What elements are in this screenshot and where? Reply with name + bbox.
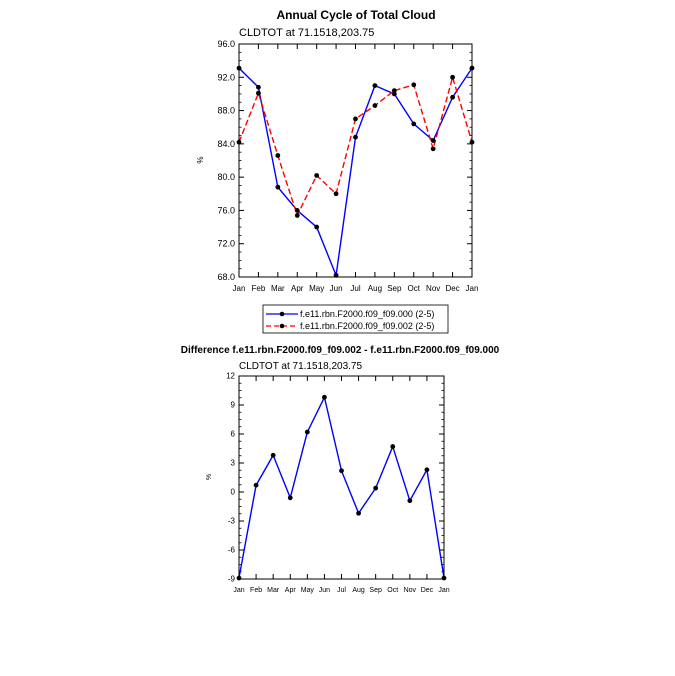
c1-xtick-label-9: Oct (408, 284, 421, 293)
c2-ytick-label-3: 0 (231, 488, 236, 497)
legend-marker-002 (279, 323, 285, 329)
c2-xtick-label-11: Dec (421, 587, 434, 594)
c1-series-1-point-7 (372, 103, 378, 108)
chart-annual-cycle: Annual Cycle of Total Cloud CLDTOT at 71… (196, 8, 478, 293)
c1-xtick-label-6: Jul (350, 284, 360, 293)
c2-series-0-point-2 (270, 452, 276, 458)
c2-series-0-point-5 (322, 394, 327, 400)
c2-xtick-label-1: Feb (250, 587, 262, 594)
c1-series-1-point-3 (294, 213, 300, 218)
c2-series-0-point-11 (424, 467, 430, 473)
chart2-title: Difference f.e11.rbn.F2000.f09_f09.002 -… (181, 345, 500, 356)
c2-series-0-point-7 (356, 510, 361, 516)
c1-series-0-point-1 (256, 84, 261, 90)
c1-ytick-label-1: 72.0 (217, 239, 235, 249)
chart1-subtitle: CLDTOT at 71.1518,203.75 (239, 27, 374, 39)
c2-xtick-label-6: Jul (337, 587, 346, 594)
c1-series-1-point-1 (256, 90, 261, 96)
c1-ytick-label-0: 68.0 (217, 272, 235, 282)
chart2-subtitle: CLDTOT at 71.1518,203.75 (239, 361, 362, 372)
c2-series-0-point-9 (390, 444, 396, 449)
c1-series-line-0 (238, 67, 473, 277)
c1-series-0-point-8 (391, 91, 397, 97)
chart2-marks: -9 -6 -3 0 3 6 9 12 Jan Feb Mar Apr May Jun Jul Aug Sep O… (226, 372, 450, 594)
c1-xtick-label-1: Feb (252, 284, 266, 293)
c2-series-0-point-4 (304, 429, 310, 435)
c1-xtick-label-11: Dec (445, 284, 459, 293)
c1-series-1-point-9 (411, 82, 417, 88)
legend-marker-000 (279, 311, 285, 317)
c1-xtick-label-10: Nov (426, 284, 440, 293)
c2-xtick-label-0: Jan (233, 587, 244, 594)
c1-xtick-label-0: Jan (233, 284, 246, 293)
c2-xtick-label-10: Nov (404, 587, 417, 594)
c2-ytick-label-5: 6 (231, 430, 236, 439)
c2-xtick-label-5: Jun (319, 587, 330, 594)
c1-xtick-label-3: Apr (291, 284, 304, 293)
c2-xtick-label-3: Apr (285, 587, 297, 594)
c2-xtick-label-12: Jan (438, 587, 449, 594)
c2-series-0-point-6 (339, 468, 344, 474)
chart1-frame (238, 43, 473, 278)
c1-series-1-point-11 (450, 74, 455, 80)
legend-label-000: f.e11.rbn.F2000.f09_f09.000 (2-5) (300, 309, 434, 319)
c2-ytick-label-0: -9 (228, 575, 236, 584)
c1-series-1-point-4 (314, 173, 320, 178)
c1-series-0-point-7 (372, 83, 378, 89)
c1-xtick-label-5: Jun (330, 284, 343, 293)
c2-xtick-label-9: Oct (387, 587, 398, 594)
chart1-ylabel: % (196, 156, 205, 163)
c2-series-0-point-8 (373, 485, 379, 491)
c1-ytick-label-5: 88.0 (217, 106, 235, 116)
c1-series-line-1 (238, 76, 473, 217)
legend-label-002: f.e11.rbn.F2000.f09_f09.002 (2-5) (300, 321, 434, 331)
c1-series-0-point-3 (294, 208, 300, 213)
c1-series-1-point-5 (333, 191, 339, 197)
c1-series-1-point-6 (353, 116, 358, 122)
c2-xtick-label-2: Mar (267, 587, 280, 594)
c1-xtick-label-8: Sep (387, 284, 402, 293)
c1-ytick-label-2: 76.0 (217, 205, 235, 215)
c1-series-1-point-2 (275, 153, 281, 158)
c1-series-0-point-6 (353, 134, 358, 140)
c2-ytick-label-6: 9 (231, 401, 236, 410)
chart1-marks: 68.0 72.0 76.0 80.0 84.0 88.0 92.0 96.0 Jan Feb Ma… (217, 39, 478, 293)
c1-series-0-point-2 (275, 184, 281, 190)
chart1-legend: f.e11.rbn.F2000.f09_f09.000 (2-5) f.e11.… (262, 304, 449, 334)
c2-ytick-label-2: -3 (228, 517, 236, 526)
c1-series-1-point-10 (430, 146, 436, 152)
chart2-frame (238, 375, 445, 580)
c2-series-0-point-3 (287, 495, 293, 501)
c1-series-0-point-9 (411, 121, 417, 127)
c2-series-0-point-10 (407, 498, 413, 504)
c1-xtick-label-4: May (309, 284, 324, 293)
c2-ytick-label-7: 12 (226, 372, 235, 381)
c2-xtick-label-4: May (301, 587, 315, 594)
c2-ytick-label-4: 3 (231, 459, 236, 468)
c1-xtick-label-7: Aug (368, 284, 382, 293)
c1-series-0-point-4 (314, 224, 320, 230)
c2-xtick-label-7: Aug (352, 587, 365, 594)
c2-series-line-0 (238, 396, 445, 579)
c2-ytick-label-1: -6 (228, 546, 236, 555)
c1-xtick-label-2: Mar (271, 284, 285, 293)
chart-difference: Difference f.e11.rbn.F2000.f09_f09.002 -… (181, 345, 500, 594)
c1-xtick-label-12: Jan (466, 284, 479, 293)
legend-box (262, 304, 449, 334)
c1-series-0-point-10 (430, 138, 436, 143)
c1-ytick-label-7: 96.0 (217, 39, 235, 49)
c2-series-0-point-1 (253, 482, 259, 488)
c1-series-0-point-11 (450, 94, 455, 100)
c1-series-1-point-8 (391, 88, 397, 93)
c1-ytick-label-4: 84.0 (217, 139, 235, 149)
c1-ytick-label-3: 80.0 (217, 172, 235, 182)
c1-ytick-label-6: 92.0 (217, 72, 235, 82)
chart1-title: Annual Cycle of Total Cloud (276, 8, 435, 22)
c2-xtick-label-8: Sep (369, 587, 382, 594)
chart2-ylabel: % (206, 474, 213, 480)
